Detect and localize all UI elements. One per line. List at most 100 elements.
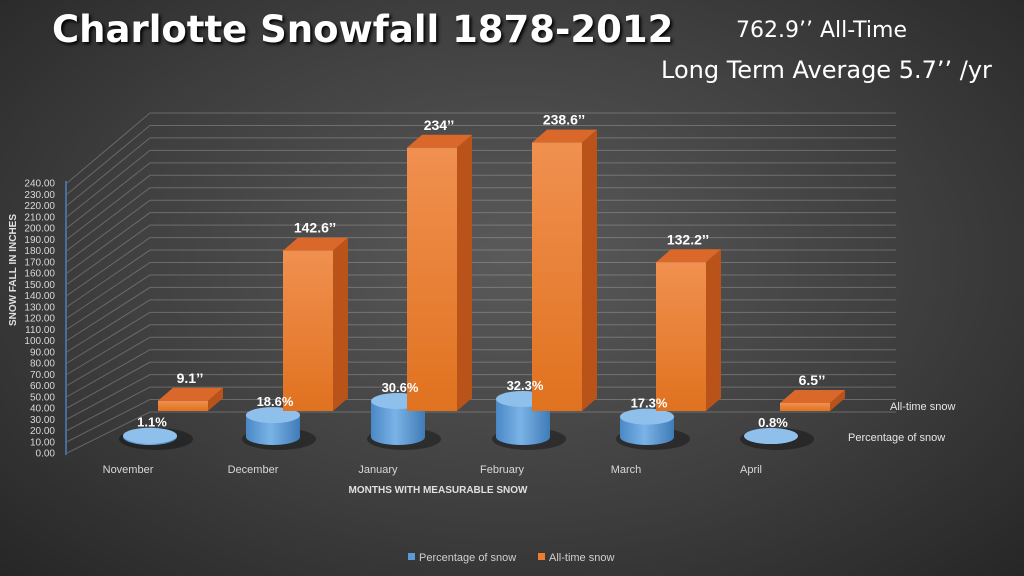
y-tick-label: 240.00 (24, 179, 55, 190)
gridline (66, 299, 896, 353)
y-tick-label: 60.00 (30, 381, 55, 392)
long-term-average: Long Term Average 5.7’’ /yr (661, 56, 992, 84)
gridline (66, 112, 896, 184)
gridlines (66, 112, 896, 454)
legend-label-all-time: All-time snow (549, 552, 614, 564)
percentage-cylinder (620, 416, 674, 445)
gridline (66, 162, 896, 229)
percentage-cylinder (246, 415, 300, 445)
y-tick-label: 100.00 (24, 336, 55, 347)
all-time-bar-top (656, 249, 721, 263)
y-tick-label: 120.00 (24, 314, 55, 325)
x-category-label: January (358, 464, 398, 476)
all-time-bar-top (283, 237, 348, 251)
all-time-bar (407, 147, 457, 411)
percentage-data-label: 30.6% (382, 380, 419, 395)
y-tick-label: 210.00 (24, 212, 55, 223)
y-tick-label: 0.00 (36, 449, 56, 460)
percentage-cylinder-top (246, 407, 300, 424)
all-time-data-label: 6.5’’ (799, 372, 826, 388)
y-tick-label: 230.00 (24, 190, 55, 201)
all-time-bar-side (208, 387, 223, 411)
y-tick-label: 200.00 (24, 224, 55, 235)
gridline (66, 361, 896, 409)
gridline (66, 386, 896, 431)
y-tick-label: 70.00 (30, 370, 55, 381)
y-axis-title: SNOW FALL IN INCHES (8, 214, 19, 326)
all-time-bar (656, 262, 706, 411)
percentage-data-label: 18.6% (257, 394, 294, 409)
percentage-cylinder-top (123, 427, 177, 444)
all-time-series (158, 129, 845, 411)
gridline (66, 262, 896, 319)
y-tick-label: 170.00 (24, 257, 55, 268)
percentage-data-label: 0.8% (758, 415, 788, 430)
series-label-percentage: Percentage of snow (848, 432, 945, 444)
gridline (66, 336, 896, 386)
x-category-label: February (480, 464, 525, 476)
y-tick-label: 130.00 (24, 302, 55, 313)
y-tick-label: 160.00 (24, 269, 55, 280)
gridline (66, 199, 896, 263)
percentage-data-label: 17.3% (631, 396, 668, 411)
gridline (66, 374, 896, 420)
y-tick-label: 50.00 (30, 392, 55, 403)
gridline (66, 224, 896, 285)
all-time-bar-top (158, 387, 223, 401)
x-category-label: November (103, 464, 154, 476)
chart-labels: 1.1% 18.6% 30.6% 32.3% 17.3% 0.8% 9.1’’ 142.6’’… (103, 112, 826, 476)
gridline (66, 274, 896, 330)
gridline (66, 124, 896, 195)
percentage-data-label: 32.3% (507, 378, 544, 393)
all-time-bar-side (582, 129, 597, 411)
y-tick-label: 30.00 (30, 415, 55, 426)
all-time-total: 762.9’’ All-Time (736, 18, 907, 43)
y-tick-label: 140.00 (24, 291, 55, 302)
percentage-cylinder (371, 401, 425, 445)
gridline (66, 187, 896, 251)
y-tick-label: 80.00 (30, 359, 55, 370)
all-time-bar-side (333, 237, 348, 411)
all-time-data-label: 142.6’’ (294, 220, 336, 236)
gridline (66, 212, 896, 274)
all-time-bar-top (407, 134, 472, 148)
gridline (66, 311, 896, 364)
x-category-label: March (611, 464, 642, 476)
all-time-bar-top (532, 129, 597, 143)
all-time-data-label: 132.2’’ (667, 231, 709, 247)
chart-title: Charlotte Snowfall 1878-2012 (52, 8, 674, 51)
y-tick-label: 40.00 (30, 404, 55, 415)
all-time-bar (532, 142, 582, 411)
all-time-data-label: 238.6’’ (543, 112, 585, 128)
all-time-bar-side (830, 390, 845, 411)
gridline (66, 174, 896, 240)
percentage-cylinder-top (744, 428, 798, 445)
series-label-all-time: All-time snow (890, 401, 955, 413)
percentage-cylinder-top (620, 408, 674, 425)
gridline (66, 137, 896, 206)
y-tick-label: 150.00 (24, 280, 55, 291)
all-time-bar (780, 403, 830, 411)
y-tick-label: 10.00 (30, 437, 55, 448)
gridline (66, 149, 896, 218)
all-time-bar-top (780, 390, 845, 403)
gridline (66, 286, 896, 341)
legend: Percentage of snow All-time snow (408, 552, 614, 564)
x-category-label: April (740, 464, 762, 476)
gridline (66, 249, 896, 308)
y-tick-label: 20.00 (30, 426, 55, 437)
legend-swatch-all-time (538, 553, 545, 560)
gridline (66, 349, 896, 398)
legend-label-percentage: Percentage of snow (419, 552, 516, 564)
value-axis: 0.0010.0020.0030.0040.0050.0060.0070.008… (24, 179, 67, 460)
all-time-bar-side (457, 134, 472, 411)
all-time-data-label: 9.1’’ (177, 370, 204, 386)
all-time-bar (158, 400, 208, 411)
y-tick-label: 90.00 (30, 347, 55, 358)
x-axis-title: MONTHS WITH MEASURABLE SNOW (349, 485, 528, 496)
percentage-series (119, 391, 814, 450)
x-category-label: December (228, 464, 279, 476)
y-tick-label: 220.00 (24, 201, 55, 212)
gridline (66, 399, 896, 443)
